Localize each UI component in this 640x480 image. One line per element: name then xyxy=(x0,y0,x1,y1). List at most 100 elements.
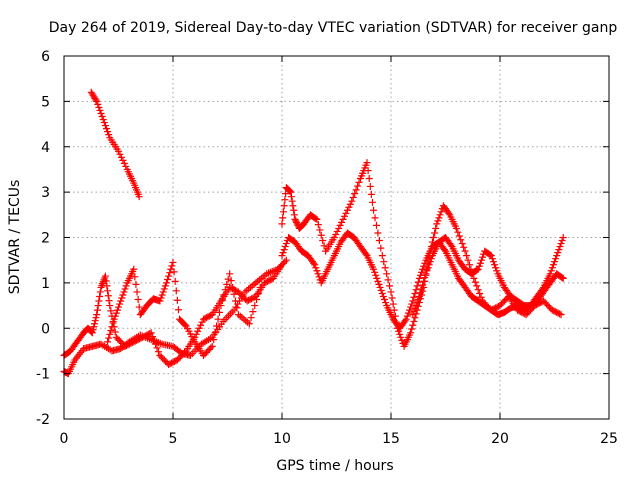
data-point xyxy=(546,270,554,278)
data-point xyxy=(90,323,98,331)
data-point xyxy=(104,292,112,300)
data-point xyxy=(313,215,321,223)
data-point xyxy=(373,274,381,282)
data-point xyxy=(556,243,564,251)
data-point xyxy=(461,247,469,255)
data-point xyxy=(416,271,424,279)
data-point xyxy=(396,330,404,338)
data-point xyxy=(282,190,290,198)
data-point xyxy=(419,265,427,273)
data-point xyxy=(474,265,482,273)
data-point xyxy=(117,297,125,305)
y-tick-label: -1 xyxy=(36,367,50,383)
data-point xyxy=(388,294,396,302)
data-point xyxy=(473,282,481,290)
data-point xyxy=(166,269,174,277)
data-point xyxy=(370,206,378,214)
data-point xyxy=(100,119,108,127)
data-point xyxy=(418,285,426,293)
data-point xyxy=(223,280,231,288)
data-point xyxy=(555,246,563,254)
data-point xyxy=(94,100,102,108)
data-point xyxy=(247,314,255,322)
data-point xyxy=(434,217,442,225)
data-point xyxy=(218,296,226,304)
data-point xyxy=(153,344,161,352)
data-point xyxy=(133,288,141,296)
data-point xyxy=(134,296,142,304)
data-point xyxy=(440,246,448,254)
data-point xyxy=(156,297,164,305)
y-axis-label: SDTVAR / TECUs xyxy=(7,180,23,295)
data-point xyxy=(412,302,420,310)
data-point xyxy=(389,300,397,308)
data-point xyxy=(336,221,344,229)
data-point xyxy=(171,277,179,285)
data-point xyxy=(115,147,122,155)
data-point xyxy=(404,309,412,317)
data-point xyxy=(102,277,110,285)
data-point xyxy=(371,214,379,222)
data-point xyxy=(406,306,414,314)
data-point xyxy=(116,300,124,308)
data-point xyxy=(420,262,428,270)
chart-title: Day 264 of 2019, Sidereal Day-to-day VTE… xyxy=(49,20,618,36)
data-point xyxy=(465,261,473,269)
data-point xyxy=(430,234,438,241)
data-point xyxy=(208,342,216,350)
data-point xyxy=(230,290,238,298)
data-point xyxy=(330,234,338,241)
data-point xyxy=(549,261,557,269)
data-point xyxy=(345,203,353,211)
data-point xyxy=(254,289,262,297)
data-point xyxy=(477,256,485,264)
data-point xyxy=(103,125,111,133)
data-point xyxy=(409,321,417,329)
data-point xyxy=(117,153,125,161)
data-point xyxy=(408,325,416,333)
data-point xyxy=(287,193,295,201)
data-point xyxy=(410,317,418,325)
data-point xyxy=(95,103,103,111)
data-point xyxy=(314,270,322,278)
data-point xyxy=(122,282,130,290)
data-point xyxy=(314,221,322,229)
data-point xyxy=(92,96,100,104)
data-point xyxy=(420,277,428,285)
data-point xyxy=(383,270,391,278)
data-point xyxy=(313,267,321,275)
data-point xyxy=(365,175,373,183)
data-point xyxy=(386,282,394,290)
data-point xyxy=(278,261,286,269)
grid xyxy=(64,56,609,419)
data-point xyxy=(458,240,466,248)
data-point xyxy=(130,265,138,273)
data-point xyxy=(158,291,166,299)
data-point xyxy=(351,190,359,198)
data-point xyxy=(169,258,177,266)
data-point xyxy=(157,294,165,302)
data-point xyxy=(557,311,565,319)
data-point xyxy=(170,268,178,276)
series-s5 xyxy=(278,159,565,350)
data-point xyxy=(111,328,119,336)
data-point xyxy=(214,315,222,323)
data-point xyxy=(488,255,496,263)
data-point xyxy=(256,283,264,291)
x-tick-label: 25 xyxy=(600,431,618,447)
data-point xyxy=(557,240,565,248)
data-point xyxy=(379,292,387,300)
data-point xyxy=(101,272,109,280)
data-point xyxy=(96,106,104,114)
data-point xyxy=(426,258,434,266)
data-point xyxy=(410,293,418,301)
data-point xyxy=(279,249,287,257)
data-point xyxy=(154,348,162,356)
data-point xyxy=(473,266,481,274)
data-point xyxy=(229,283,237,291)
data-point xyxy=(552,255,560,263)
data-point xyxy=(421,259,429,267)
data-point xyxy=(554,249,562,257)
data-point xyxy=(422,270,430,278)
data-point xyxy=(282,256,290,264)
